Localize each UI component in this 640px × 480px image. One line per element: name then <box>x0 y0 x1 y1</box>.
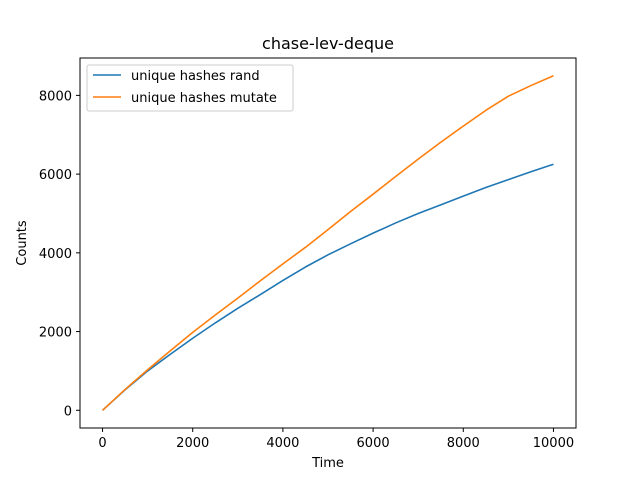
plot-frame <box>79 57 577 429</box>
legend: unique hashes rand unique hashes mutate <box>86 64 294 112</box>
x-tick-label: 2000 <box>176 436 209 451</box>
y-tick-label: 4000 <box>39 247 72 262</box>
x-tick-label: 8000 <box>447 436 480 451</box>
series-line-1 <box>102 74 554 411</box>
x-tick-label: 4000 <box>266 436 299 451</box>
legend-label-mutate: unique hashes mutate <box>131 91 277 106</box>
x-axis: 0 2000 4000 6000 8000 10000 <box>98 428 574 451</box>
x-tick-label: 10000 <box>533 436 574 451</box>
chart-title: chase-lev-deque <box>262 34 394 53</box>
series-line-0 <box>102 163 554 411</box>
y-tick-label: 6000 <box>39 168 72 183</box>
legend-box <box>86 64 294 112</box>
x-axis-label: Time <box>311 456 344 471</box>
y-axis-label: Counts <box>15 220 30 266</box>
plot-lines <box>102 74 554 411</box>
y-tick-label: 2000 <box>39 326 72 341</box>
y-tick-label: 0 <box>64 404 72 419</box>
x-tick-label: 0 <box>98 436 106 451</box>
legend-label-rand: unique hashes rand <box>131 69 260 84</box>
x-tick-label: 6000 <box>357 436 390 451</box>
y-axis: 0 2000 4000 6000 8000 <box>39 89 80 419</box>
y-tick-label: 8000 <box>39 89 72 104</box>
